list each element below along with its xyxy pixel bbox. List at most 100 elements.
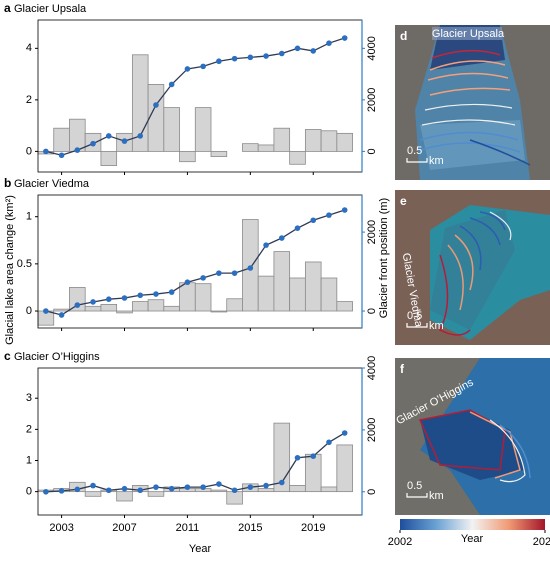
bar <box>304 261 322 312</box>
bar <box>320 486 338 493</box>
bar <box>84 305 102 312</box>
bar <box>69 118 86 152</box>
point <box>58 312 65 318</box>
bar <box>116 310 133 314</box>
bar <box>320 130 338 152</box>
point <box>121 138 128 144</box>
scale-value: 0.5 <box>407 310 422 322</box>
panel-letter: e <box>400 194 407 208</box>
point <box>121 295 128 301</box>
point <box>310 217 317 224</box>
point <box>184 484 191 490</box>
point <box>341 35 348 41</box>
point <box>247 484 254 490</box>
bar <box>336 301 353 312</box>
x-tick-label: 2003 <box>49 522 73 534</box>
y-tick-label: 1 <box>26 211 32 223</box>
bar <box>210 310 228 313</box>
point <box>137 133 144 139</box>
bar <box>53 308 70 312</box>
y2-tick-label: 0 <box>366 148 378 154</box>
bar <box>304 453 322 493</box>
point <box>216 58 222 65</box>
point <box>310 453 317 460</box>
point <box>200 63 206 70</box>
y2-tick-label: 2000 <box>366 418 378 442</box>
bar <box>194 107 212 152</box>
bar <box>273 251 291 312</box>
point <box>137 292 144 299</box>
colorbar <box>400 519 545 530</box>
point <box>90 140 96 147</box>
scale-bar <box>406 323 428 328</box>
y2-axis-label: Glacier front position (m) <box>378 198 390 318</box>
point <box>58 488 65 494</box>
point <box>263 242 269 248</box>
bar <box>226 298 243 312</box>
bar <box>163 305 180 312</box>
colorbar-tick-label: 2022 <box>533 536 550 548</box>
point <box>105 133 112 139</box>
scale-unit: km <box>429 490 444 502</box>
y-tick-label: 0 <box>26 486 32 498</box>
point <box>278 479 285 486</box>
point <box>74 486 81 493</box>
point <box>294 45 301 52</box>
bar <box>100 150 118 166</box>
point <box>231 270 238 276</box>
point <box>74 302 81 308</box>
point <box>43 148 49 155</box>
bar <box>194 283 212 312</box>
panel-letter: d <box>400 29 407 43</box>
bar <box>289 150 306 165</box>
panel-letter: a <box>4 1 11 15</box>
point <box>278 235 285 241</box>
y-tick-label: 3 <box>26 392 32 404</box>
panel-letter: b <box>4 176 11 190</box>
point <box>310 48 317 54</box>
satellite-image <box>395 358 550 515</box>
point <box>168 485 175 492</box>
scale-bar <box>406 493 428 498</box>
y2-tick-label: 2000 <box>366 220 378 244</box>
point <box>341 207 348 213</box>
y2-tick-label: 4000 <box>366 36 378 60</box>
point <box>278 50 285 57</box>
x-tick-label: 2019 <box>301 522 325 534</box>
x-tick-label: 2007 <box>112 522 136 534</box>
bar <box>147 299 165 312</box>
line <box>45 432 346 493</box>
bar <box>116 491 133 502</box>
bar <box>257 144 275 152</box>
point <box>168 81 175 88</box>
y2-tick-label: 2000 <box>366 88 378 112</box>
y2-tick-label: 0 <box>366 489 378 495</box>
y-tick-label: 0 <box>26 145 32 157</box>
bar <box>289 485 306 493</box>
point <box>326 212 332 218</box>
y-tick-label: 0.5 <box>17 258 32 270</box>
y-tick-label: 2 <box>26 423 32 435</box>
point <box>231 55 238 62</box>
point <box>216 481 222 487</box>
point <box>216 270 222 276</box>
bar <box>163 107 180 152</box>
y-tick-label: 2 <box>26 94 32 106</box>
point <box>326 40 332 46</box>
point <box>231 487 238 494</box>
bar <box>179 150 196 163</box>
x-axis-label: Year <box>189 543 212 555</box>
y-tick-label: 4 <box>26 42 32 54</box>
bar <box>304 129 322 152</box>
bar <box>84 491 102 497</box>
bar <box>242 143 259 152</box>
point <box>184 279 191 286</box>
bar <box>320 277 338 312</box>
image-label: Glacier Upsala <box>432 28 505 40</box>
bar <box>147 491 165 497</box>
y2-tick-label: 4000 <box>366 356 378 380</box>
point <box>247 54 254 61</box>
panel-letter: c <box>4 349 11 363</box>
point <box>263 482 269 489</box>
